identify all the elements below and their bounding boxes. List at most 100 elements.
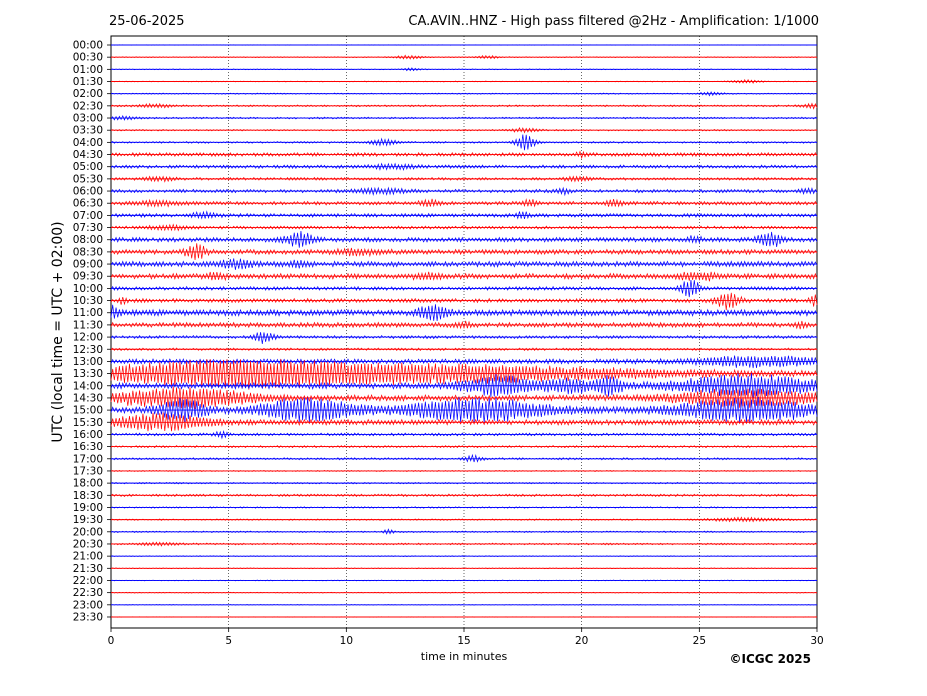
trace-row (110, 210, 818, 220)
chart-date: 25-06-2025 (109, 14, 185, 29)
y-tick-label: 13:00 (73, 356, 103, 368)
trace-row (110, 604, 818, 606)
y-tick-label: 02:30 (73, 100, 103, 112)
trace-row (110, 355, 818, 369)
trace-row (110, 54, 818, 60)
y-tick-label: 15:30 (73, 417, 103, 429)
y-tick-label: 19:00 (73, 502, 103, 514)
x-tick-label: 5 (225, 635, 232, 647)
trace-row (110, 243, 818, 260)
y-tick-label: 16:30 (73, 441, 103, 453)
trace-row (110, 150, 818, 160)
y-tick-label: 18:30 (73, 490, 103, 502)
y-tick-label: 12:00 (73, 332, 103, 344)
y-tick-label: 11:30 (73, 319, 103, 331)
trace-line (110, 304, 818, 321)
trace-line (110, 279, 818, 298)
x-tick-label: 25 (693, 635, 706, 647)
trace-line (110, 258, 818, 270)
y-tick-label: 19:30 (73, 514, 103, 526)
y-tick-label: 21:30 (73, 563, 103, 575)
y-tick-label: 03:30 (73, 125, 103, 137)
y-tick-label: 23:00 (73, 599, 103, 611)
y-tick-label: 22:00 (73, 575, 103, 587)
x-tick-label: 10 (340, 635, 353, 647)
copyright-text: ©ICGC 2025 (729, 652, 811, 666)
x-tick-label: 0 (108, 635, 115, 647)
seismic-traces (110, 44, 818, 618)
y-tick-label: 10:00 (73, 283, 103, 295)
trace-line (110, 320, 818, 330)
trace-line (110, 175, 818, 183)
trace-line (110, 396, 818, 424)
trace-row (110, 271, 818, 282)
trace-row (110, 506, 818, 509)
trace-row (110, 186, 818, 197)
trace-row (110, 579, 818, 582)
trace-row (110, 528, 818, 535)
trace-row (110, 78, 818, 84)
trace-row (110, 541, 818, 547)
y-tick-label: 22:30 (73, 587, 103, 599)
trace-row (110, 198, 818, 208)
trace-row (110, 347, 818, 352)
y-tick-label: 15:00 (73, 405, 103, 417)
trace-line (110, 102, 818, 110)
y-tick-label: 06:30 (73, 198, 103, 210)
x-tick-label: 30 (810, 635, 823, 647)
trace-row (110, 67, 818, 72)
y-tick-label: 07:30 (73, 222, 103, 234)
trace-row (110, 430, 818, 440)
x-axis: 0 5 10 15 20 25 30 (108, 628, 824, 647)
trace-line (110, 162, 818, 172)
trace-row (110, 591, 818, 594)
trace-row (110, 91, 818, 97)
y-tick-label: 08:30 (73, 246, 103, 258)
trace-row (110, 493, 818, 498)
y-tick-label: 20:30 (73, 538, 103, 550)
y-tick-label: 17:30 (73, 465, 103, 477)
y-tick-label: 17:00 (73, 453, 103, 465)
trace-line (110, 210, 818, 220)
trace-row (110, 223, 818, 232)
y-tick-label: 00:00 (73, 40, 103, 52)
y-tick-label: 08:00 (73, 234, 103, 246)
trace-row (110, 44, 818, 46)
y-tick-label: 10:30 (73, 295, 103, 307)
trace-row (110, 230, 818, 248)
x-tick-label: 15 (457, 635, 470, 647)
trace-row (110, 373, 818, 399)
y-tick-label: 23:30 (73, 611, 103, 623)
trace-row (110, 162, 818, 172)
y-tick-label: 11:00 (73, 307, 103, 319)
trace-row (110, 469, 818, 472)
trace-row (110, 396, 818, 424)
trace-line (110, 332, 818, 345)
y-tick-label: 01:00 (73, 64, 103, 76)
trace-line (110, 373, 818, 399)
y-tick-label: 14:30 (73, 392, 103, 404)
trace-row (110, 412, 818, 432)
trace-line (110, 271, 818, 282)
chart-title: CA.AVIN..HNZ - High pass filtered @2Hz -… (408, 14, 819, 29)
trace-row (110, 481, 818, 485)
y-tick-label: 04:00 (73, 137, 103, 149)
trace-line (110, 347, 818, 352)
x-axis-label: time in minutes (421, 650, 508, 663)
y-tick-label: 05:00 (73, 161, 103, 173)
x-tick-label: 20 (575, 635, 588, 647)
trace-row (110, 258, 818, 270)
vertical-grid (228, 36, 700, 628)
trace-row (110, 175, 818, 183)
y-tick-label: 01:30 (73, 76, 103, 88)
trace-row (110, 453, 818, 463)
y-tick-label: 06:00 (73, 186, 103, 198)
trace-row (110, 445, 818, 449)
trace-line (110, 223, 818, 232)
trace-line (110, 355, 818, 369)
trace-line (110, 412, 818, 432)
trace-line (110, 186, 818, 197)
time-labels: 00:0000:3001:0001:3002:0002:3003:0003:30… (73, 40, 111, 623)
y-tick-label: 05:30 (73, 173, 103, 185)
